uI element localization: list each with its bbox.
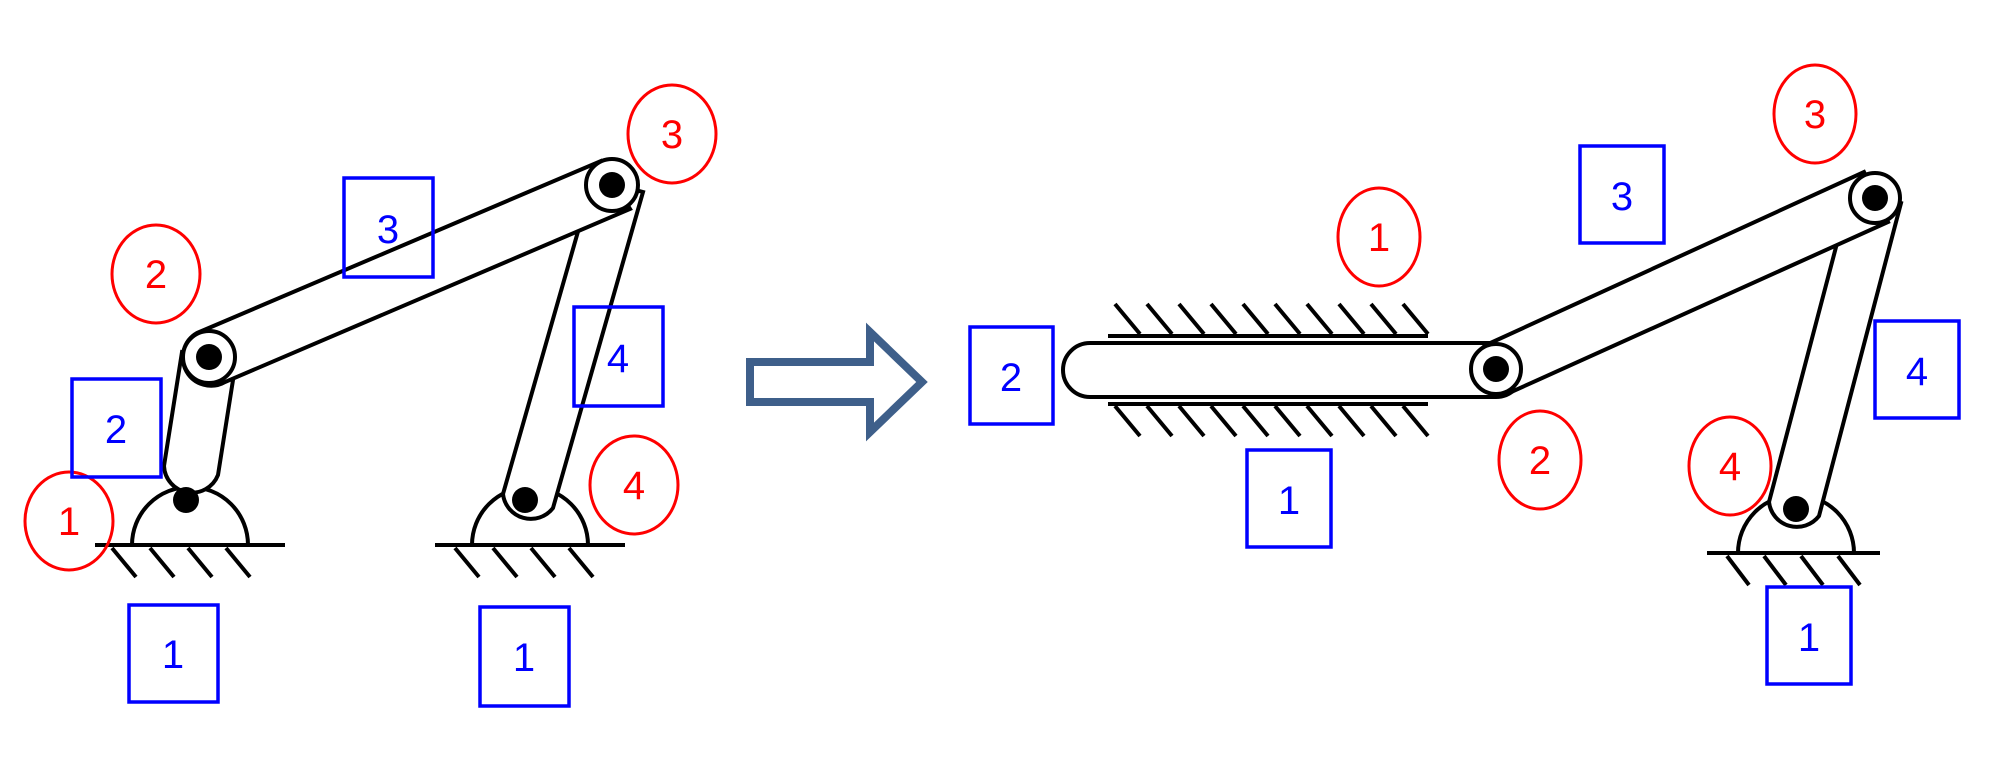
link-label-right-slider: 2 [968, 325, 1055, 426]
svg-text:1: 1 [58, 500, 80, 544]
svg-text:3: 3 [661, 113, 683, 157]
joint-label-right-4: 4 [1687, 415, 1773, 517]
slider-guide-upper [1108, 302, 1430, 338]
svg-text:4: 4 [1906, 350, 1928, 394]
svg-text:3: 3 [1804, 93, 1826, 137]
slider-guide-lower [1108, 402, 1430, 438]
left-mechanism: 1 2 3 4 1 2 3 4 [23, 83, 718, 708]
link-label-left-coupler: 3 [342, 176, 435, 279]
joint-label-left-3: 3 [626, 83, 718, 185]
svg-text:4: 4 [607, 337, 629, 381]
svg-text:2: 2 [145, 253, 167, 297]
joint-label-left-1: 1 [23, 470, 115, 572]
svg-text:2: 2 [1000, 356, 1022, 400]
link-label-right-ground-guide: 1 [1245, 448, 1333, 549]
joint-label-left-2: 2 [110, 223, 202, 325]
pin-left-1 [173, 487, 199, 513]
pin-right-3 [1862, 185, 1888, 211]
link-label-right-coupler: 3 [1578, 144, 1666, 245]
right-mechanism: 1 2 3 4 2 1 3 4 [968, 63, 1961, 686]
svg-text:4: 4 [1719, 445, 1741, 489]
svg-text:4: 4 [623, 464, 645, 508]
link-label-right-ground: 1 [1765, 585, 1853, 686]
svg-text:1: 1 [1368, 216, 1390, 260]
pin-left-4 [512, 487, 538, 513]
link-label-right-rocker: 4 [1873, 319, 1961, 420]
svg-text:3: 3 [1611, 175, 1633, 219]
pin-left-3 [599, 172, 625, 198]
pin-left-2 [196, 344, 222, 370]
svg-text:2: 2 [1529, 439, 1551, 483]
right-arrow-icon [746, 322, 928, 442]
rocker-link-right [1766, 187, 1904, 529]
ground-support-right [1707, 493, 1880, 587]
svg-text:1: 1 [1798, 616, 1820, 660]
joint-label-right-3: 3 [1772, 63, 1858, 165]
svg-text:1: 1 [1278, 479, 1300, 523]
svg-text:1: 1 [162, 633, 184, 677]
link-label-left-crank: 2 [70, 377, 163, 479]
link-label-left-rocker: 4 [572, 305, 665, 408]
link-label-left-ground-b: 1 [478, 605, 571, 708]
svg-text:3: 3 [377, 208, 399, 252]
pin-right-2 [1483, 356, 1509, 382]
pin-right-4 [1783, 496, 1809, 522]
link-label-left-ground-a: 1 [127, 603, 220, 704]
joint-label-right-1: 1 [1336, 186, 1422, 288]
joint-label-left-4: 4 [588, 434, 680, 536]
slider-link [1061, 341, 1525, 399]
svg-text:2: 2 [105, 408, 127, 452]
joint-label-right-2: 2 [1497, 409, 1583, 511]
svg-text:1: 1 [513, 636, 535, 680]
